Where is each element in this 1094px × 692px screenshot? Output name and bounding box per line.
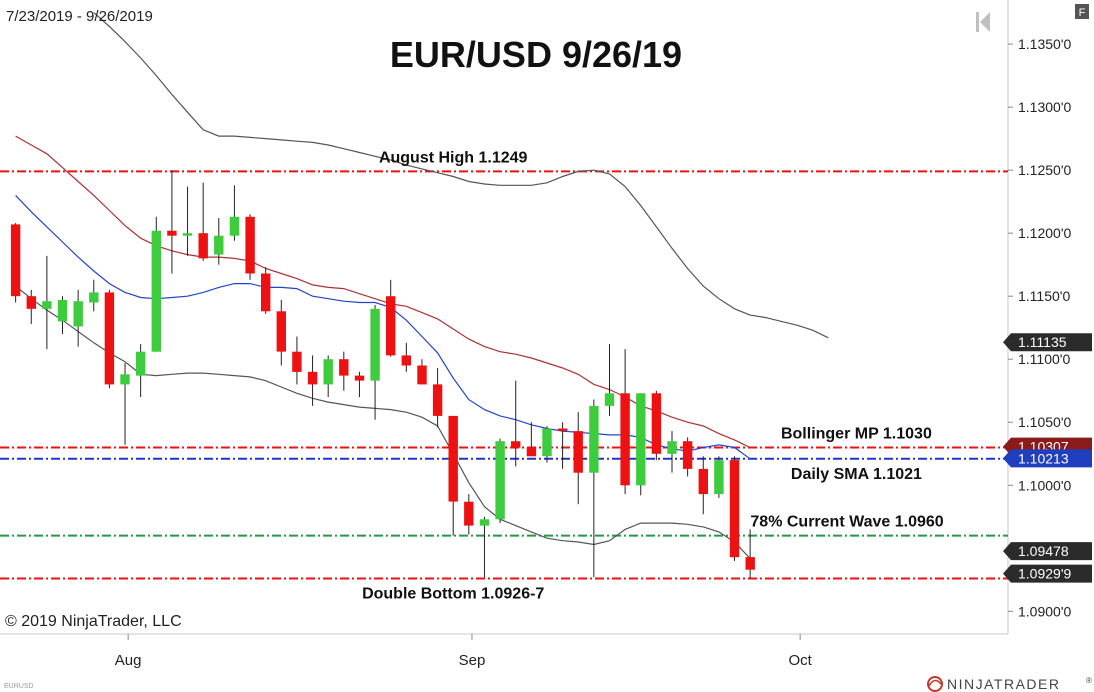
candle-body-30 [479,519,490,526]
date-range: 7/23/2019 - 9/26/2019 [6,8,153,25]
candles [10,170,755,579]
candle-body-37 [589,405,599,473]
candle-body-23 [370,308,380,381]
x-tick-label-1: Sep [459,652,486,669]
candle-body-27 [432,384,443,416]
copyright: © 2019 NinjaTrader, LLC [5,613,182,630]
candle-body-44 [698,468,708,495]
price-badge-bg-0 [1003,333,1092,352]
y-tick-label-2: 1.1250'0 [1018,162,1071,178]
y-tick-label-7: 1.1000'0 [1018,477,1071,493]
candle-body-20 [323,359,333,385]
candle-body-8 [136,351,146,376]
price-axis-ticks: 1.1350'0 1.1300'0 1.1250'0 1.1200'0 1.1150'0… [1008,36,1071,619]
price-badge-bg-2 [1003,449,1092,468]
candle-body-25 [401,355,411,366]
y-tick-label-5: 1.1100'0 [1018,351,1070,367]
candle-body-17 [276,311,286,352]
price-badge-bg-4 [1003,564,1092,583]
candle-body-18 [292,351,302,372]
candle-body-13 [214,235,224,255]
skip-to-start-icon[interactable] [976,12,990,32]
candle-body-5 [89,292,99,303]
x-tick-label-2: Oct [788,652,812,669]
chart-title: EUR/USD 9/26/19 [390,34,682,75]
y-tick-label-6: 1.1050'0 [1018,414,1071,430]
candle-body-43 [682,441,693,469]
candle-body-39 [620,393,630,486]
candle-body-3 [57,300,68,322]
candle-body-2 [42,301,52,309]
candle-body-40 [636,393,646,486]
candle-body-4 [73,301,83,327]
candle-body-24 [386,296,396,356]
price-badge-label-4: 1.0929'9 [1018,566,1071,582]
candle-body-36 [573,431,583,473]
price-badge-4: 1.0929'9 [1003,564,1092,583]
price-badge-3: 1.09478 [1003,542,1092,561]
price-badge-label-3: 1.09478 [1018,543,1069,559]
candle-body-19 [307,371,318,385]
candle-body-34 [542,428,552,457]
candle-body-14 [229,216,240,236]
x-tick-label-0: Aug [115,652,142,669]
candle-body-21 [339,359,349,376]
level-label-3: 78% Current Wave 1.0960 [750,514,943,531]
candle-body-1 [26,296,36,309]
candle-body-38 [604,393,615,406]
candle-body-0 [10,224,21,297]
bollinger-upper-line [93,12,829,339]
y-tick-label-1: 1.1300'0 [1018,99,1071,115]
brand-mark: ® [1086,676,1092,685]
price-badge-label-2: 1.10213 [1018,450,1069,466]
level-label-2: Daily SMA 1.1021 [791,466,922,483]
candle-body-46 [729,460,740,558]
candle-body-35 [557,428,568,431]
candle-body-42 [667,441,677,454]
candle-body-32 [511,441,521,448]
brand-name: NINJATRADER [947,676,1060,692]
candle-body-29 [464,501,474,526]
y-tick-label-8: 1.0900'0 [1018,603,1071,619]
level-labels: August High 1.1249 Bollinger MP 1.1030 Dai… [362,149,944,602]
f-badge-box[interactable] [1075,4,1089,19]
price-badge-2: 1.10213 [1003,449,1092,468]
candle-body-6 [104,292,115,385]
candle-body-33 [526,447,537,457]
level-label-4: Double Bottom 1.0926-7 [362,586,544,603]
candle-body-11 [182,233,193,236]
time-axis-ticks: Aug Sep Oct [115,634,813,669]
price-badge-bg-3 [1003,542,1092,561]
y-tick-label-3: 1.1200'0 [1018,225,1071,241]
y-tick-label-0: 1.1350'0 [1018,36,1071,52]
candle-body-28 [448,415,458,502]
level-lines [0,170,1008,580]
candle-body-9 [151,230,161,352]
candle-body-15 [245,216,255,274]
level-label-1: Bollinger MP 1.1030 [781,425,932,442]
candle-body-7 [120,374,130,385]
candle-body-41 [651,393,662,454]
candle-body-31 [495,441,505,520]
ninjatrader-logo: NINJATRADER ® [927,676,1092,692]
symbol-label: EURUSD [4,683,34,690]
candle-body-22 [354,375,365,381]
price-badge-0: 1.11135 [1003,333,1092,352]
candle-body-16 [261,273,271,312]
ninjatrader-logo-icon [927,676,943,692]
candle-body-12 [198,233,208,259]
candle-body-45 [714,460,724,495]
candle-body-47 [745,557,755,570]
y-tick-label-4: 1.1150'0 [1018,288,1070,304]
candle-body-26 [417,365,427,385]
level-label-0: August High 1.1249 [379,149,528,166]
f-badge-label: F [1079,7,1086,19]
candle-body-10 [167,230,177,236]
price-badge-label-0: 1.11135 [1018,334,1067,350]
